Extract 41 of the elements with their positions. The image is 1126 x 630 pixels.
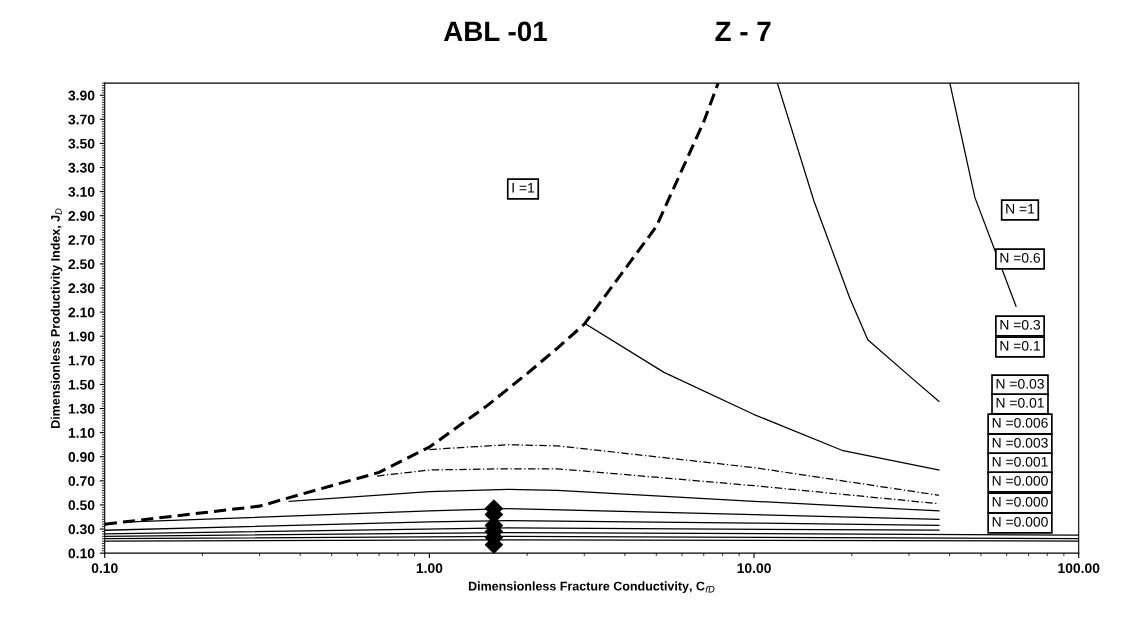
annotation: N =0.001 [992, 456, 1048, 467]
y-tick-label: 0.50 [68, 500, 95, 511]
y-tick-label: 2.10 [68, 307, 95, 318]
annotation: N =0.1 [1000, 340, 1040, 351]
annotation: N =0.03 [996, 378, 1044, 389]
y-tick-label: 1.70 [68, 355, 95, 366]
y-tick-label: 0.10 [68, 548, 95, 559]
annotation: N =0.000 [992, 475, 1048, 486]
y-tick-label: 0.90 [68, 452, 95, 462]
y-tick-label: 2.90 [68, 211, 95, 221]
y-tick-label: 1.90 [68, 331, 95, 342]
y-tick-label: 3.70 [68, 114, 95, 125]
y-tick-label: 3.30 [68, 162, 95, 173]
annotation: N =0.6 [1000, 252, 1041, 263]
annotation: N =0.3 [1000, 319, 1041, 330]
x-axis-title: Dimensionless Fracture Conductivity, C$_{fD}$ [468, 581, 715, 594]
y-tick-label: 0.30 [68, 524, 95, 535]
y-tick-label: 1.50 [68, 379, 95, 390]
x-tick-label: 10.00 [737, 563, 771, 574]
y-tick-label: 1.30 [68, 403, 95, 414]
x-tick-label: 0.10 [91, 563, 118, 574]
y-tick-label: 3.90 [68, 90, 95, 101]
x-tick-label: 100.00 [1058, 563, 1100, 574]
annotation: N =0.000 [992, 496, 1048, 507]
annotation: N =0.006 [992, 417, 1048, 428]
y-tick-label: 2.70 [68, 235, 95, 245]
chart-subtitle: Z - 7 [715, 21, 771, 41]
annotation: N =0.01 [996, 397, 1044, 408]
x-tick-label: 1.00 [416, 563, 443, 574]
annotation: I =1 [512, 183, 535, 193]
y-tick-label: 2.30 [68, 283, 95, 294]
y-tick-label: 3.10 [68, 186, 95, 197]
annotation: N =1 [1006, 204, 1035, 214]
y-tick-label: 1.10 [68, 427, 95, 438]
y-tick-label: 0.70 [68, 476, 95, 486]
annotation: N =0.003 [992, 437, 1048, 448]
chart-title: ABL -01 [443, 21, 547, 42]
y-tick-label: 2.50 [68, 259, 95, 270]
y-tick-label: 3.50 [68, 138, 95, 149]
annotation: N =0.000 [992, 516, 1048, 527]
y-axis-title: Dimensionless Productivity Index, J$_{D}$ [50, 208, 63, 428]
